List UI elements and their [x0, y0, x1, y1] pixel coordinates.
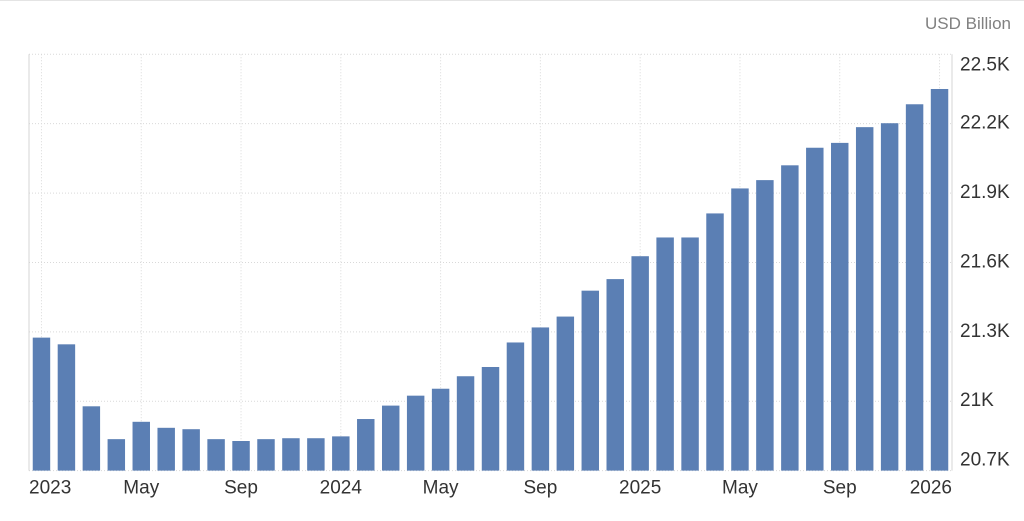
svg-text:Sep: Sep [224, 478, 258, 499]
svg-text:2023: 2023 [29, 478, 71, 499]
svg-text:Sep: Sep [823, 478, 857, 499]
svg-text:22.5K: 22.5K [960, 54, 1010, 75]
svg-text:2024: 2024 [320, 478, 363, 499]
svg-text:2026: 2026 [910, 478, 952, 499]
svg-text:May: May [123, 478, 159, 499]
svg-text:21.6K: 21.6K [960, 252, 1010, 273]
svg-text:21K: 21K [960, 390, 994, 411]
svg-text:21.3K: 21.3K [960, 321, 1010, 342]
svg-text:22.2K: 22.2K [960, 113, 1010, 134]
svg-text:May: May [423, 478, 459, 499]
svg-text:May: May [722, 478, 758, 499]
svg-text:Sep: Sep [523, 478, 557, 499]
svg-text:2025: 2025 [619, 478, 661, 499]
svg-text:21.9K: 21.9K [960, 182, 1010, 203]
svg-text:20.7K: 20.7K [960, 450, 1010, 471]
